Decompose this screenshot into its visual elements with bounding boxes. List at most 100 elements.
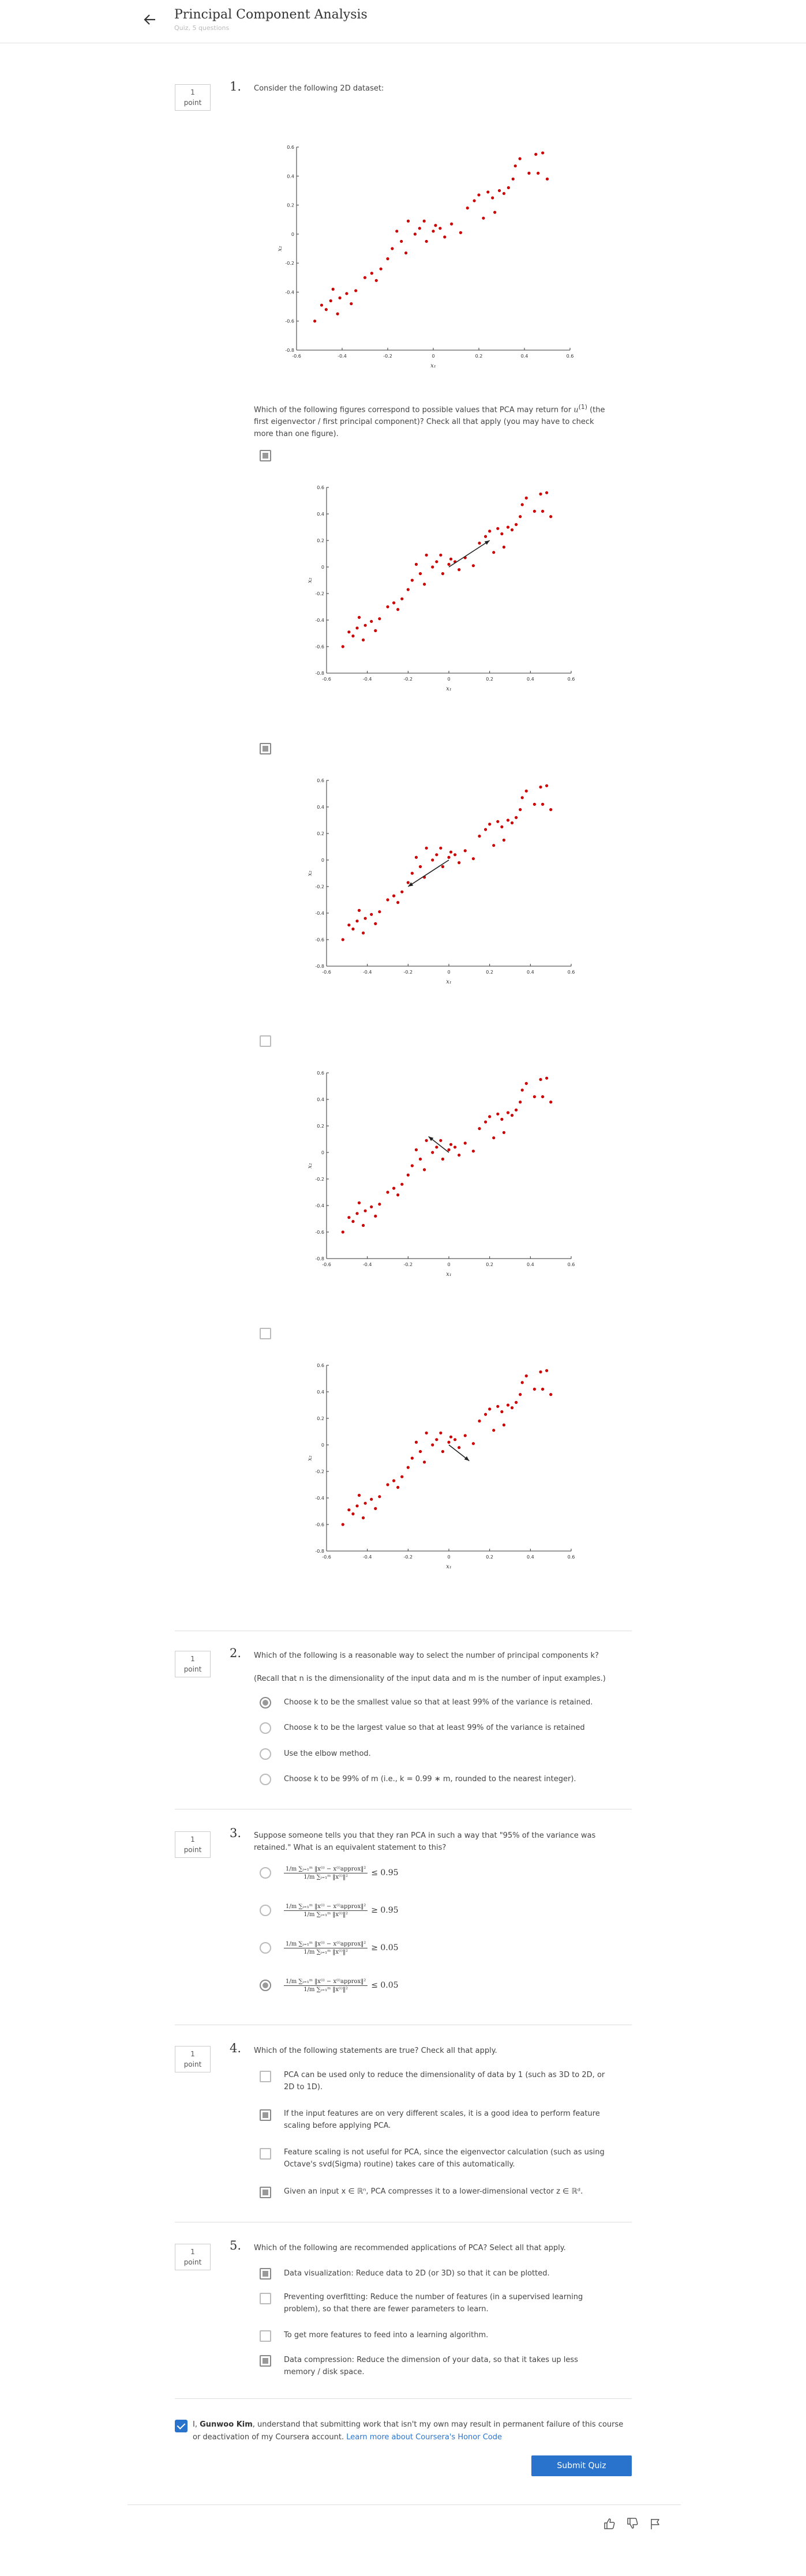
point-badge: 1 point (175, 2046, 211, 2072)
back-arrow-icon[interactable] (142, 12, 158, 28)
option-checkbox[interactable] (260, 743, 271, 754)
x-tick-label: 0.4 (521, 354, 528, 359)
data-point (453, 1146, 457, 1149)
x-tick-label: -0.6 (322, 970, 331, 975)
option-radio[interactable] (260, 1774, 271, 1785)
data-point (378, 1203, 381, 1206)
y-tick-label: -0.2 (315, 1177, 324, 1182)
option-radio[interactable] (260, 1905, 271, 1916)
option-checkbox[interactable] (260, 2268, 271, 2280)
honor-code-checkbox[interactable] (175, 2420, 188, 2432)
data-point (425, 1431, 428, 1435)
data-point (545, 177, 549, 181)
data-point (392, 894, 396, 898)
data-point (510, 1406, 514, 1410)
data-point (418, 572, 422, 576)
data-point (378, 1495, 381, 1499)
submit-quiz-button[interactable]: Submit Quiz (531, 2455, 632, 2476)
data-point (431, 1443, 434, 1447)
option-checkbox[interactable] (260, 1328, 271, 1339)
data-point (347, 1216, 351, 1219)
y-tick-label: 0.4 (317, 805, 324, 810)
data-point (549, 515, 553, 519)
data-point (496, 1112, 500, 1116)
option-radio[interactable] (260, 1697, 271, 1708)
option-radio[interactable] (260, 1867, 271, 1879)
data-point (425, 846, 428, 850)
x-tick-label: -0.2 (404, 970, 413, 975)
option-radio[interactable] (260, 1942, 271, 1954)
x-tick-label: 0.4 (527, 677, 534, 682)
data-point (549, 1393, 553, 1396)
x-tick-label: -0.6 (322, 1554, 331, 1560)
x-tick-label: 0.6 (568, 970, 575, 975)
data-point (439, 1139, 443, 1142)
option-checkbox[interactable] (260, 1035, 271, 1047)
option-checkbox[interactable] (260, 450, 271, 461)
question-number: 1. (230, 80, 242, 93)
data-point (471, 857, 475, 861)
data-point (492, 1429, 496, 1432)
data-point (515, 1108, 518, 1111)
question-prompt: Which of the following is a reasonable w… (254, 1651, 599, 1660)
option-checkbox[interactable] (260, 2148, 271, 2160)
data-point (336, 312, 339, 316)
data-point (347, 923, 351, 927)
x-axis-label: x₁ (446, 1271, 452, 1278)
data-point (449, 850, 453, 854)
thumbs-up-icon[interactable] (603, 2517, 616, 2530)
data-point (533, 802, 536, 806)
data-point (458, 861, 461, 865)
flag-icon[interactable] (649, 2517, 662, 2530)
data-point (434, 224, 437, 227)
question-prompt: Suppose someone tells you that they ran … (254, 1831, 596, 1852)
data-point (515, 523, 518, 526)
x-tick-label: 0 (447, 970, 450, 975)
x-tick-label: -0.4 (363, 677, 372, 682)
y-tick-label: -0.2 (315, 591, 324, 596)
y-tick-label: -0.4 (315, 1203, 324, 1208)
data-point (478, 1127, 481, 1131)
option-checkbox[interactable] (260, 2355, 271, 2367)
data-point (351, 634, 355, 638)
data-point (458, 568, 461, 572)
option-checkbox[interactable] (260, 2330, 271, 2342)
data-point (345, 292, 348, 295)
y-tick-label: -0.8 (315, 1256, 324, 1261)
data-point (396, 1193, 400, 1197)
data-point (500, 1117, 504, 1121)
thumbs-down-icon[interactable] (626, 2517, 639, 2530)
data-point (363, 917, 367, 920)
data-point (507, 186, 510, 189)
option-radio[interactable] (260, 1980, 271, 1991)
data-point (370, 619, 373, 623)
honor-code-link[interactable]: Learn more about Coursera's Honor Code (346, 2433, 503, 2442)
divider (175, 2398, 632, 2399)
data-point (520, 796, 524, 799)
data-point (441, 1157, 444, 1161)
data-point (313, 320, 317, 323)
option-radio[interactable] (260, 1722, 271, 1734)
data-point (338, 296, 342, 300)
data-point (492, 551, 496, 554)
y-tick-label: -0.8 (315, 1549, 324, 1554)
data-point (449, 1435, 453, 1439)
data-point (354, 289, 358, 292)
option-checkbox[interactable] (260, 2293, 271, 2304)
x-tick-label: -0.2 (383, 354, 392, 359)
data-point (341, 1523, 344, 1526)
data-point (545, 491, 549, 494)
option-checkbox[interactable] (260, 2109, 271, 2121)
header-bar: Principal Component Analysis Quiz, 5 que… (0, 0, 806, 43)
x-tick-label: 0.4 (527, 1554, 534, 1560)
option-checkbox[interactable] (260, 2071, 271, 2082)
data-point (400, 239, 403, 243)
data-point (502, 191, 506, 196)
option-radio[interactable] (260, 1748, 271, 1760)
data-point (396, 901, 400, 904)
option-checkbox[interactable] (260, 2187, 271, 2198)
data-point (392, 1186, 396, 1190)
data-point (362, 1223, 365, 1227)
data-point (438, 227, 442, 230)
data-point (478, 835, 481, 838)
